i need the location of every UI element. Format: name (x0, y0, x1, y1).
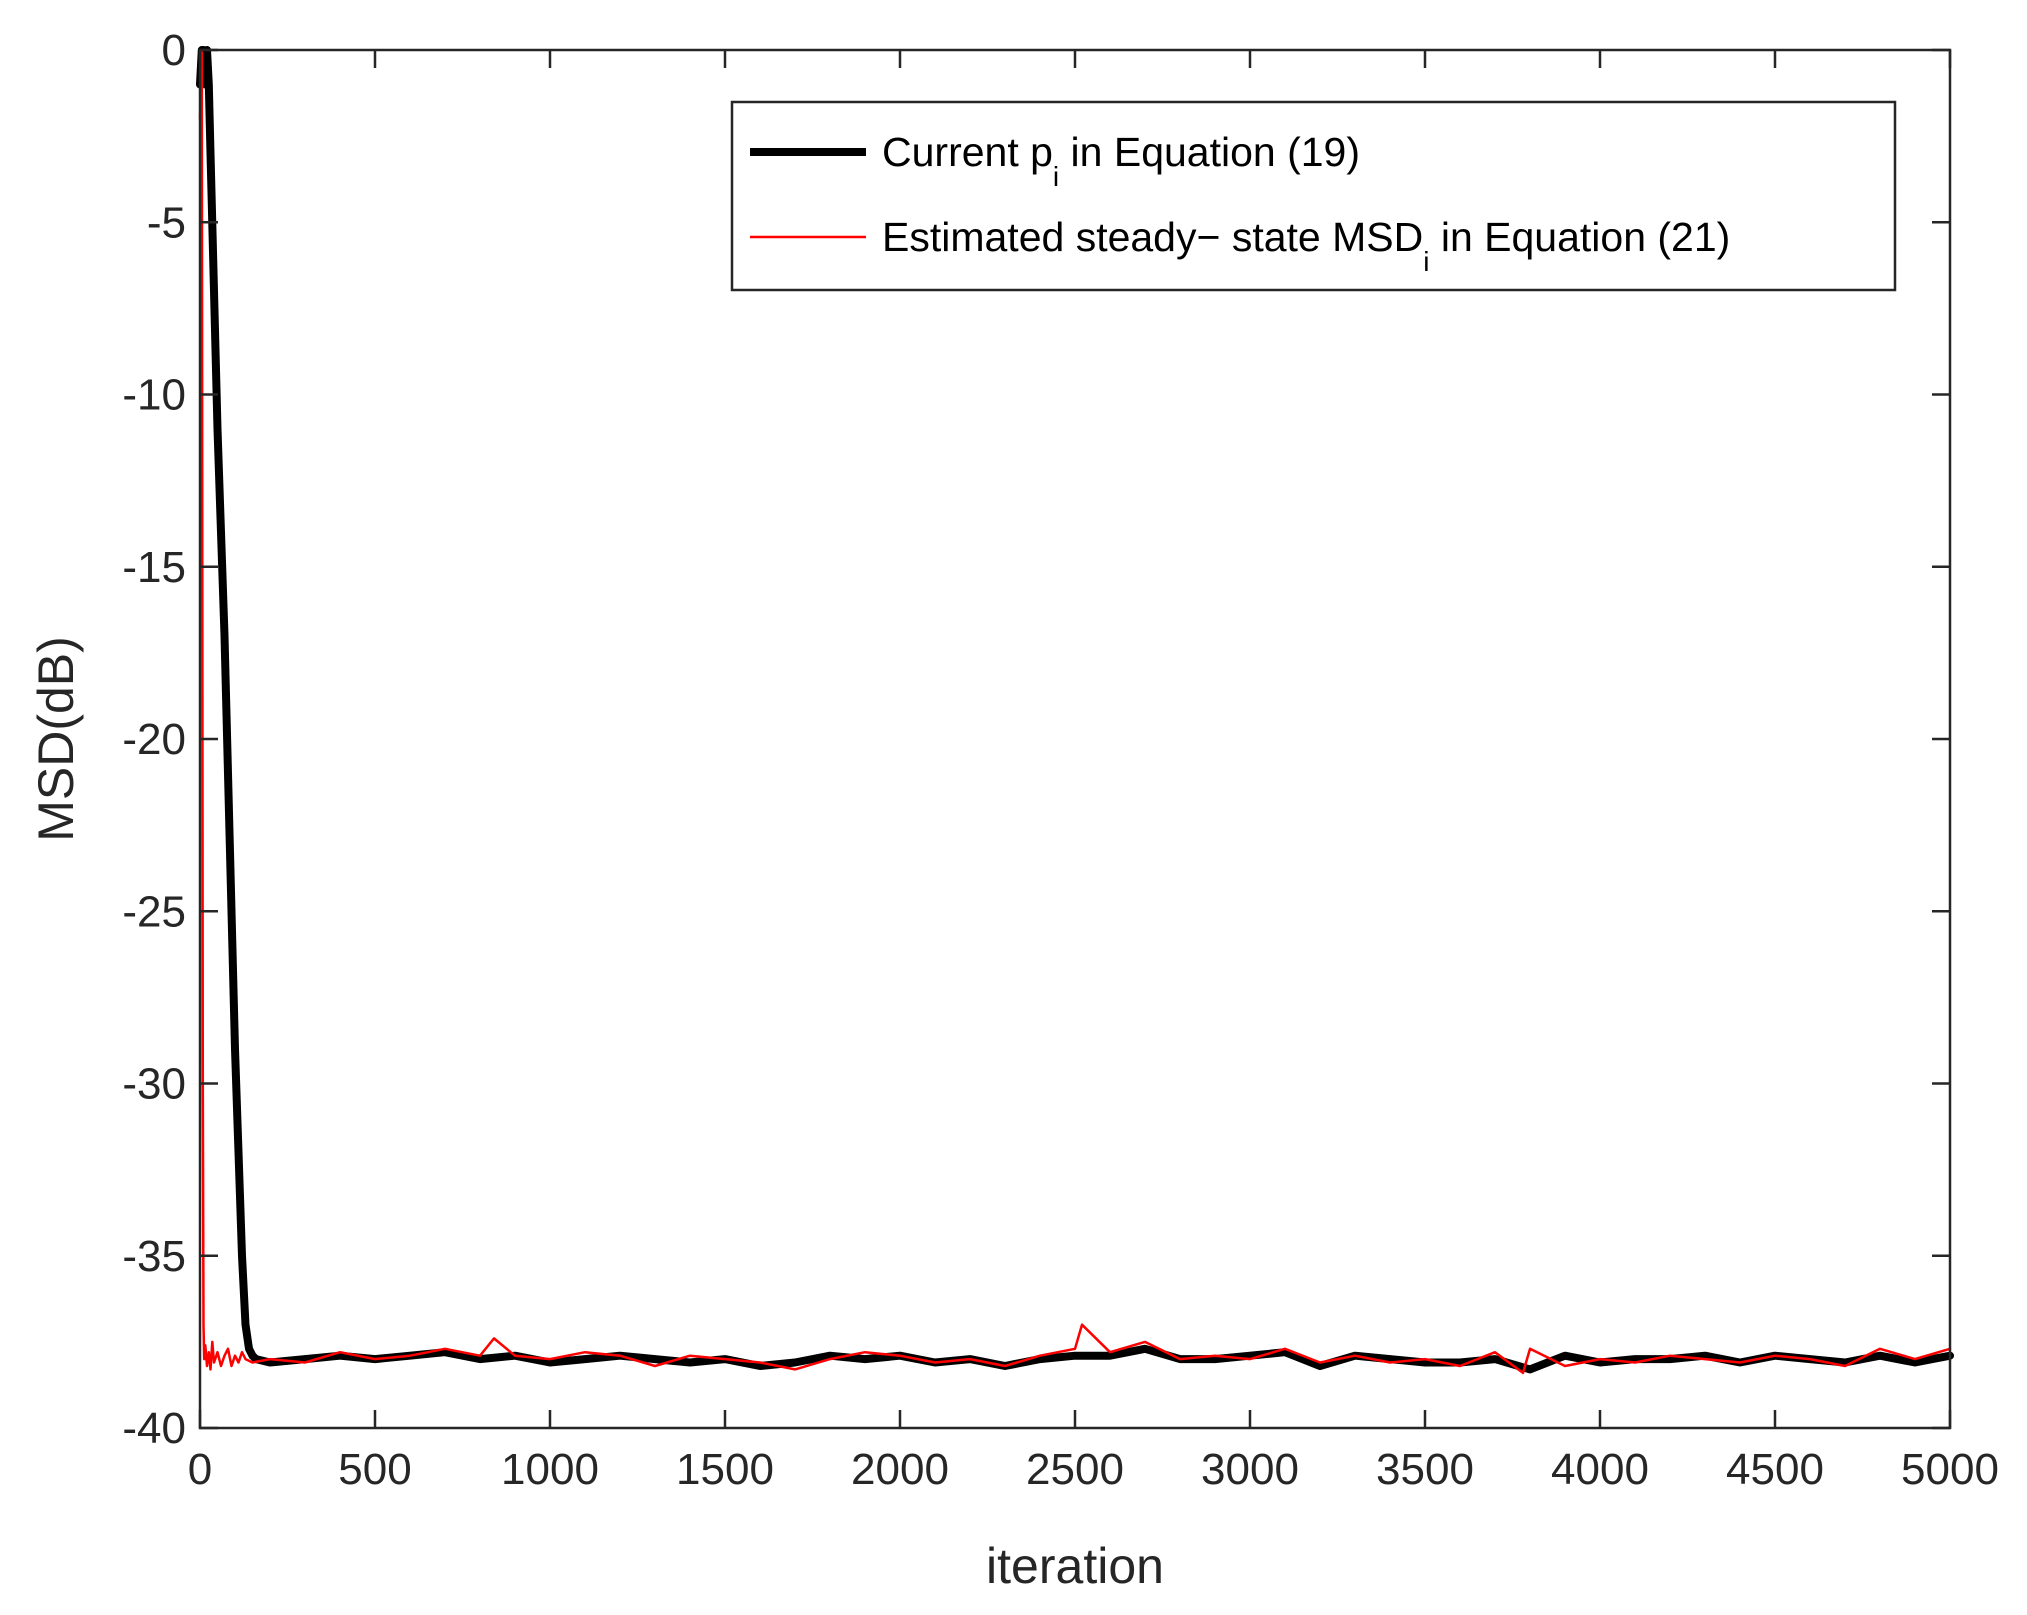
plot-frame (198, 48, 1952, 1430)
legend-text-current-p: Current pi in Equation (19) (882, 129, 1360, 192)
y-tick-label: -5 (147, 198, 186, 247)
legend-text-estimated-msd: Estimated steady− state MSDi in Equation… (882, 214, 1730, 277)
y-tick-label: -25 (122, 887, 186, 936)
legend-subscript-0: i (1053, 161, 1059, 192)
x-tick-label: 2500 (1026, 1445, 1124, 1494)
legend-main-1: Estimated steady− state MSD (882, 214, 1423, 260)
y-axis-label: MSD(dB) (28, 636, 84, 842)
x-tick-label: 3000 (1201, 1445, 1299, 1494)
x-tick-label: 4000 (1551, 1445, 1649, 1494)
legend: Current pi in Equation (19) Estimated st… (730, 100, 1897, 292)
y-tick-label: -10 (122, 371, 186, 420)
tick-layer: 0 500 1000 1500 2000 2500 3000 3500 4000 4500 5000… (122, 26, 1999, 1494)
x-tick-label: 0 (188, 1445, 212, 1494)
y-tick-label: 0 (162, 26, 186, 75)
x-tick-label: 4500 (1726, 1445, 1824, 1494)
x-tick-label: 1500 (676, 1445, 774, 1494)
legend-tail-0: in Equation (19) (1059, 129, 1360, 175)
legend-subscript-1: i (1423, 246, 1429, 277)
x-tick-label: 2000 (851, 1445, 949, 1494)
y-tick-label: -35 (122, 1232, 186, 1281)
y-tick-label: -15 (122, 543, 186, 592)
y-tick-label: -20 (122, 715, 186, 764)
legend-tail-1: in Equation (21) (1429, 214, 1730, 260)
legend-box (730, 100, 1897, 292)
x-tick-label: 3500 (1376, 1445, 1474, 1494)
legend-main-0: Current p (882, 129, 1053, 175)
series-layer (196, 46, 1954, 1375)
x-tick-label: 1000 (501, 1445, 599, 1494)
series-line-1 (198, 48, 1952, 1375)
x-tick-label: 500 (338, 1445, 411, 1494)
x-axis-label: iteration (986, 1538, 1164, 1594)
y-tick-label: -30 (122, 1060, 186, 1109)
x-tick-label: 5000 (1901, 1445, 1999, 1494)
y-tick-label: -40 (122, 1404, 186, 1453)
